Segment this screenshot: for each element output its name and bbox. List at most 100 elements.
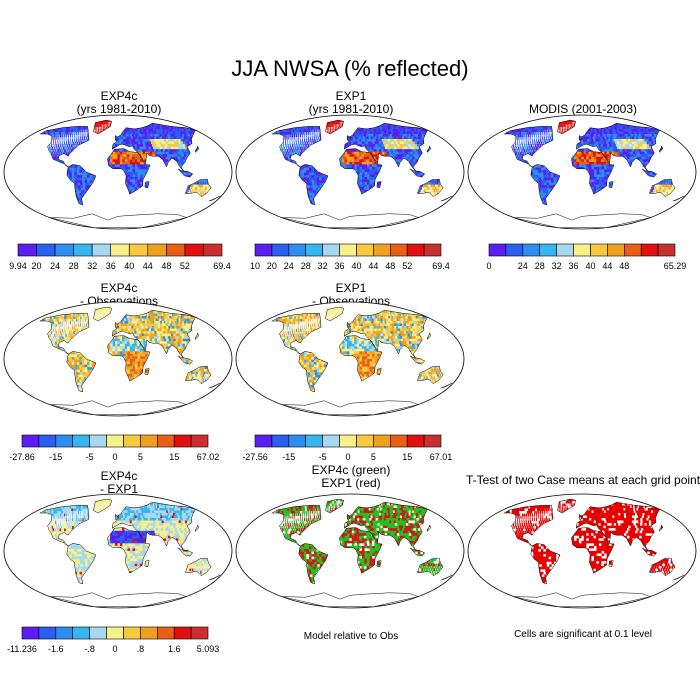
colorbar-tick-label: 0 [345, 452, 350, 462]
colorbar-swatch [55, 434, 73, 448]
land-antarctica [49, 213, 187, 228]
coastline [571, 148, 615, 195]
coastline [281, 592, 420, 607]
colorbar-tick-label: 44 [143, 261, 153, 271]
colorbar-tick-label: 5.093 [197, 644, 220, 654]
land-antarctica [49, 400, 187, 415]
colorbar-swatch [17, 243, 37, 257]
colorbar-swatch [123, 434, 141, 448]
map-p6 [3, 493, 233, 609]
colorbar-swatch [254, 434, 273, 448]
colorbar-tick-label: -11.236 [7, 644, 37, 654]
colorbar-tick-label: 52 [402, 261, 412, 271]
colorbar-swatch [288, 243, 306, 257]
colorbar-swatch [322, 434, 340, 448]
map-p7 [235, 493, 465, 609]
coastline [417, 557, 444, 577]
colorbar-tick-label: 52 [180, 261, 190, 271]
map-p3 [467, 114, 697, 230]
colorbar-swatch [373, 434, 391, 448]
land-antarctica [513, 592, 651, 607]
coastline [513, 213, 652, 228]
colorbar-tick-label: -15 [49, 452, 62, 462]
colorbar-swatch [339, 243, 357, 257]
colorbar-tick-label: 10 [250, 261, 260, 271]
panel-title-line1: EXP1 [335, 89, 367, 103]
coastline [440, 195, 453, 202]
colorbar-tick-label: 1.6 [168, 644, 181, 654]
colorbar-tick-label: 20 [31, 261, 41, 271]
coastline [440, 382, 453, 389]
colorbar-tick-label: 36 [334, 261, 344, 271]
coastline [578, 134, 583, 141]
colorbar-tick-label: -.8 [84, 644, 95, 654]
colorbar-tick-label: -1.6 [48, 644, 64, 654]
coastline [39, 313, 90, 355]
colorbar-swatch [406, 434, 425, 448]
colorbar-swatch [173, 434, 192, 448]
colorbar-p5: -27.56 -15 -5 0 5 15 67.01 [242, 434, 453, 462]
coastline [557, 119, 576, 135]
land-antarctica [281, 213, 419, 228]
colorbar-swatch [123, 626, 141, 640]
coastline [107, 335, 151, 382]
colorbar-swatch [322, 243, 340, 257]
colorbar-tick-label: 15 [402, 452, 412, 462]
colorbar-swatch [54, 243, 74, 257]
colorbar-swatch [423, 243, 442, 257]
land-antarctica [281, 400, 419, 415]
coastline [346, 134, 351, 141]
coastline [208, 382, 221, 389]
land-antarctica [281, 592, 419, 607]
colorbar-swatch [339, 434, 357, 448]
colorbar-tick-label: 36 [568, 261, 578, 271]
colorbar-tick-label: 0 [112, 452, 117, 462]
colorbar-tick-label: -5 [319, 452, 327, 462]
coastline [575, 122, 660, 172]
map-p2 [235, 114, 465, 230]
colorbar-swatch [423, 434, 442, 448]
coastline [339, 527, 383, 574]
colorbar-tick-label: 67.01 [430, 452, 453, 462]
coastline [281, 213, 420, 228]
colorbar-swatch [106, 434, 124, 448]
coastline [409, 355, 426, 365]
colorbar-swatch [190, 434, 209, 448]
colorbar-swatch [140, 626, 158, 640]
colorbar-swatch [140, 434, 158, 448]
map-frame [235, 114, 465, 230]
chart-title: JJA NWSA (% reflected) [231, 56, 469, 81]
coastline [346, 513, 351, 520]
colorbar-tick-label: 32 [552, 261, 562, 271]
colorbar-tick-label: 0 [486, 261, 491, 271]
colorbar-tick-label: 48 [385, 261, 395, 271]
colorbar-swatch [55, 626, 73, 640]
coastline [672, 195, 685, 202]
colorbar-swatch [190, 626, 209, 640]
map-frame [3, 301, 233, 417]
coastline [177, 168, 194, 178]
colorbar-swatch [129, 243, 149, 257]
coastline [575, 501, 660, 551]
colorbar-p2: 10 20 24 28 32 36 40 44 48 52 69.4 [250, 243, 450, 271]
colorbar-swatch [607, 243, 625, 257]
map-frame [3, 114, 233, 230]
colorbar-tick-label: 32 [318, 261, 328, 271]
panel-exp4c: EXP4c (yrs 1981-2010) [4, 90, 234, 116]
colorbar-tick-label: 28 [69, 261, 79, 271]
coastline [195, 332, 200, 341]
colorbar-swatch [539, 243, 557, 257]
panel-exp4c-exp1: EXP4c - EXP1 [4, 470, 234, 496]
map-frame [235, 301, 465, 417]
coastline [49, 400, 188, 415]
coastline [409, 547, 426, 557]
map-p5 [235, 301, 465, 417]
coastline [343, 309, 428, 359]
coastline [114, 513, 119, 520]
colorbar-tick-label: 48 [161, 261, 171, 271]
coastline [93, 306, 112, 322]
colorbar-tick-label: -27.56 [242, 452, 268, 462]
colorbar-swatch [38, 434, 57, 448]
colorbar-swatch [389, 434, 408, 448]
